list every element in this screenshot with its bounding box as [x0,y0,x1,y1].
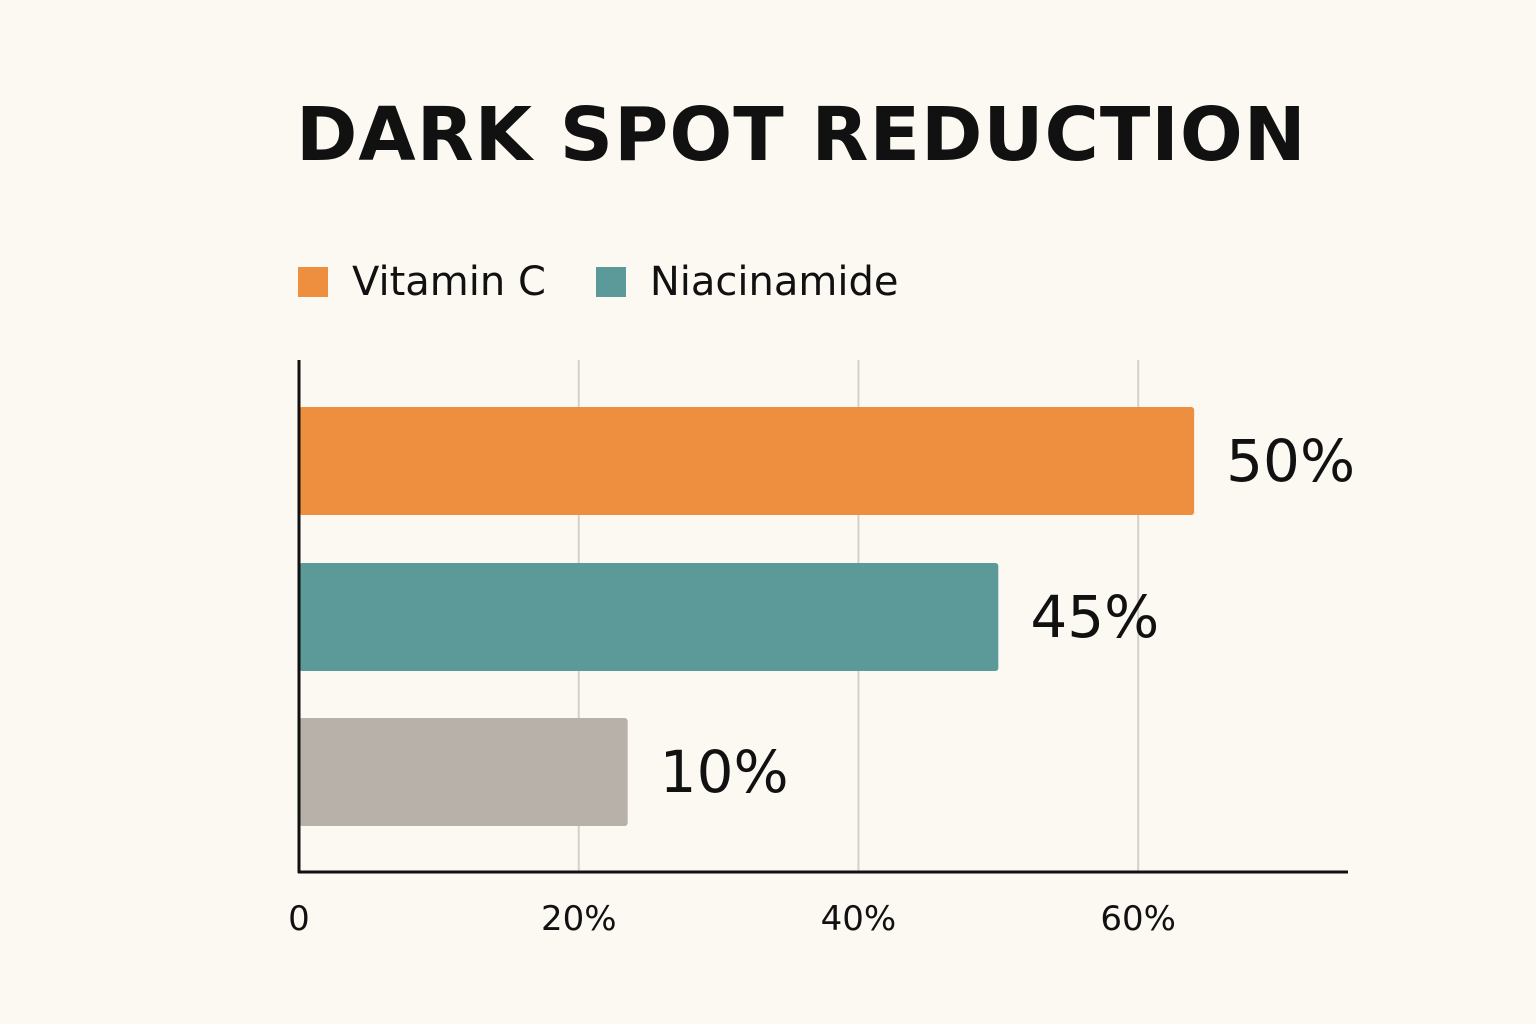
x-tick-label-0: 0 [288,899,310,939]
bar-value-label-2: 10% [660,738,789,806]
axes [297,360,1348,874]
legend-label-niacinamide: Niacinamide [649,259,899,305]
x-tick-label-1: 20% [541,899,617,939]
legend-label-vitamin-c: Vitamin C [352,259,546,305]
bar-value-labels: 50% 45% 10% [660,427,1355,806]
x-tick-label-2: 40% [821,899,897,939]
bar-2 [299,718,628,826]
chart-legend: Vitamin C Niacinamide [298,262,898,302]
x-tick-label-3: 60% [1100,899,1176,939]
bar-value-label-1: 45% [1030,583,1159,651]
bar-0 [299,407,1195,515]
bar-1 [299,563,999,671]
bars [299,407,1195,826]
x-tick-labels: 0 20% 40% 60% [288,899,1176,939]
legend-swatch-niacinamide [595,267,626,297]
legend-swatch-vitamin-c [298,267,328,297]
chart-title: DARK SPOT REDUCTION [296,92,1307,178]
legend-item-niacinamide: Niacinamide [595,259,899,305]
bar-value-label-0: 50% [1226,427,1355,495]
legend-item-vitamin-c: Vitamin C [298,262,546,302]
